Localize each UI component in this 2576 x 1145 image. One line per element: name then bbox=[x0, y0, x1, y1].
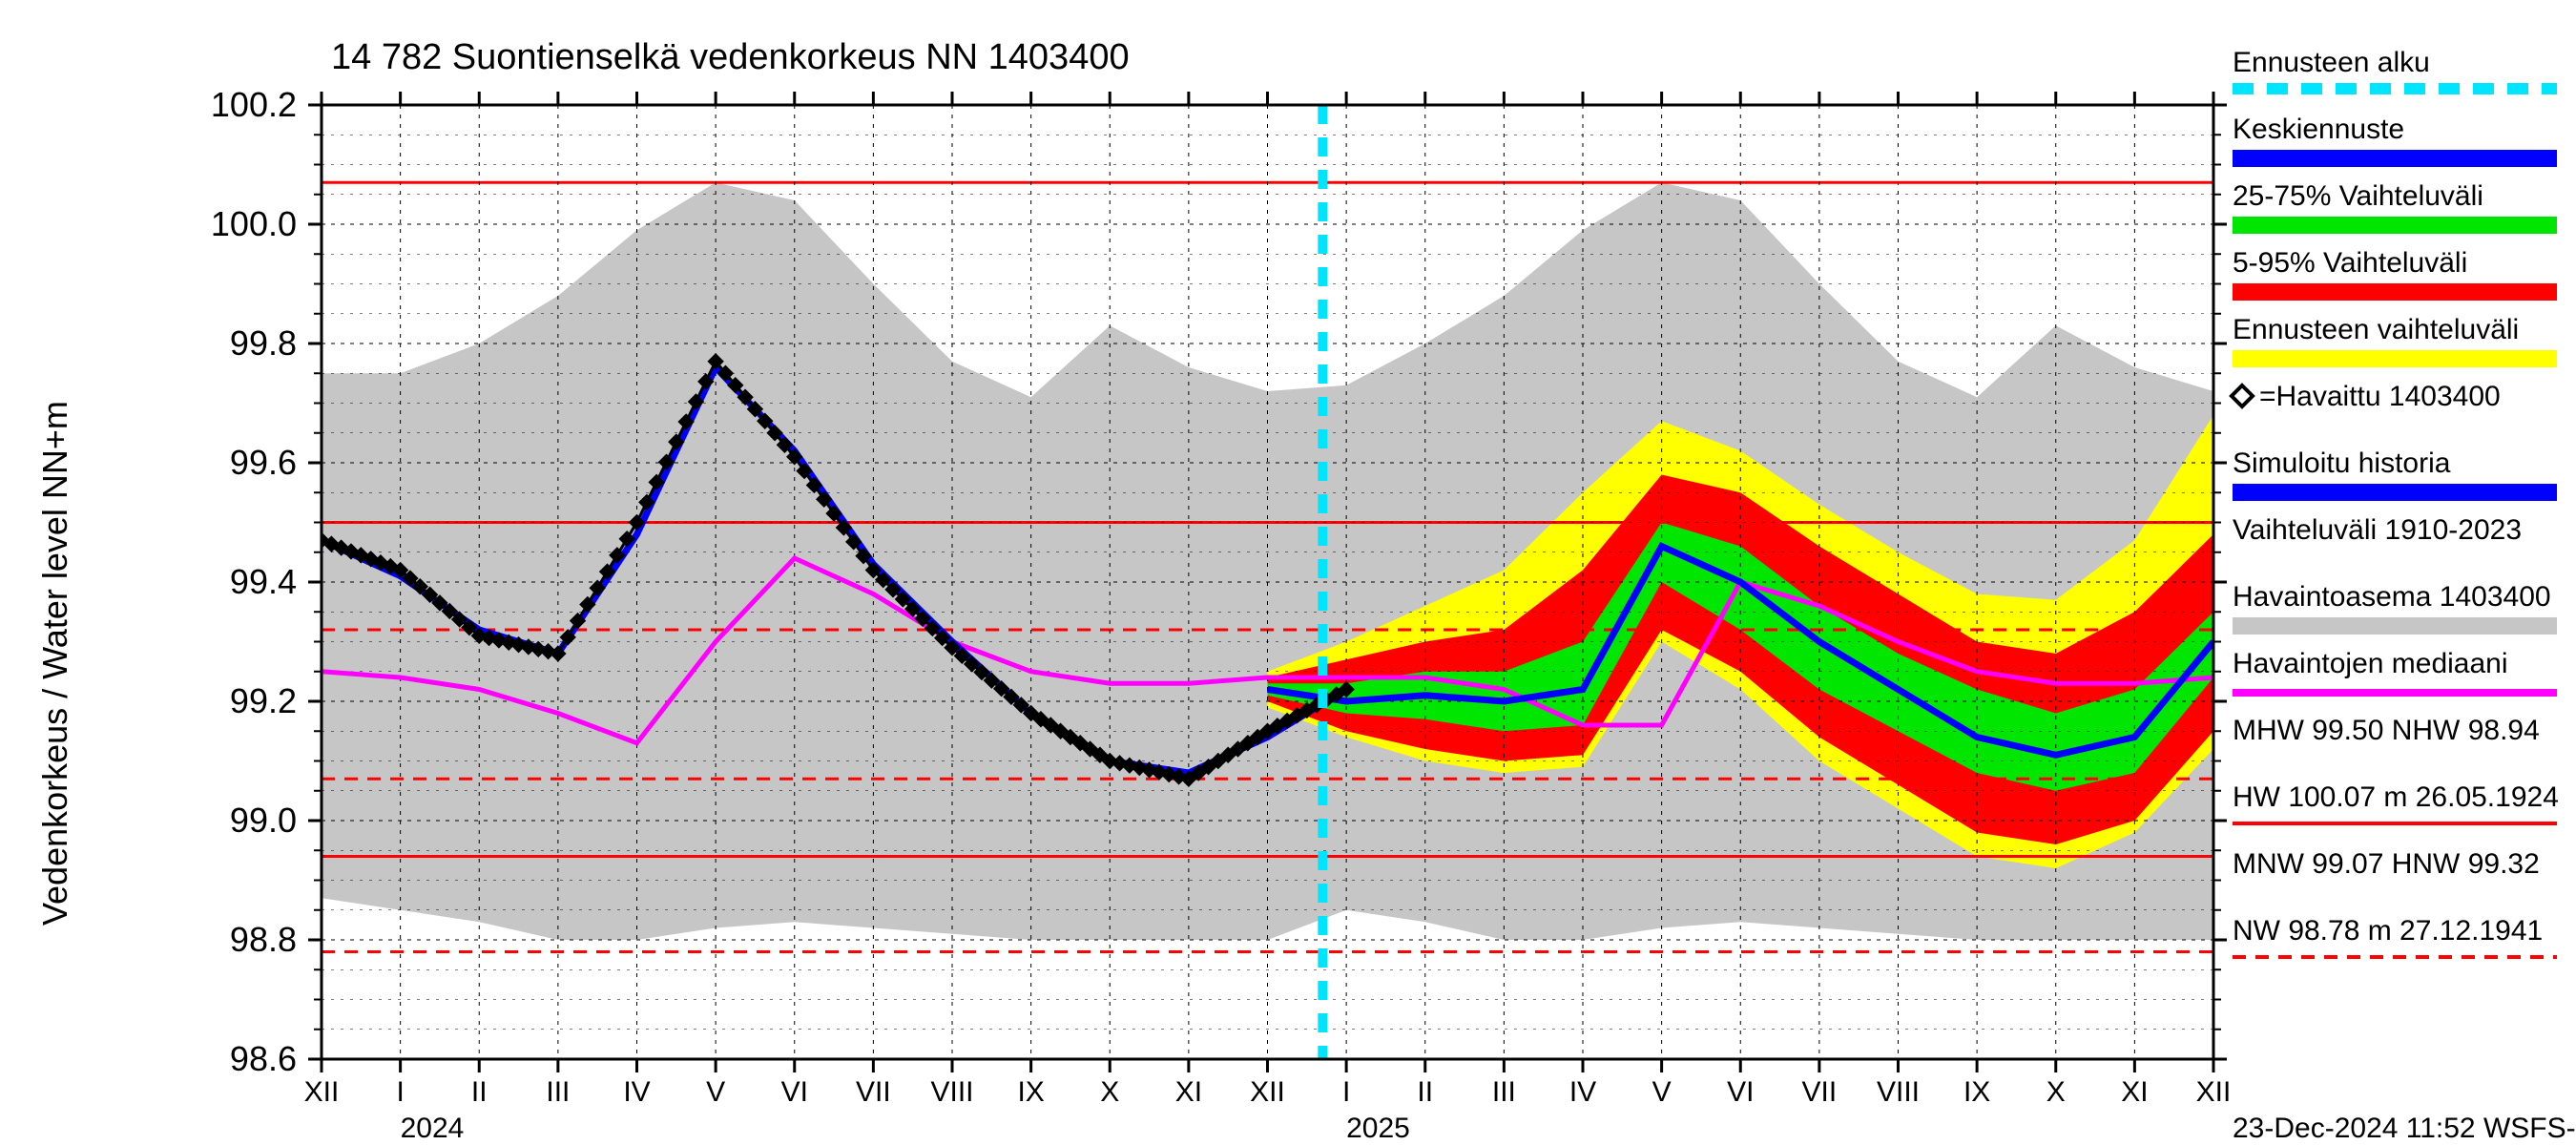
x-month-label: VI bbox=[781, 1076, 808, 1108]
legend-swatch-gray bbox=[2233, 617, 2557, 635]
y-axis-label: Vedenkorkeus / Water level NN+m bbox=[35, 401, 74, 926]
x-month-label: II bbox=[1417, 1076, 1433, 1108]
y-tick-label: 99.4 bbox=[230, 562, 297, 601]
x-month-label: IX bbox=[1017, 1076, 1044, 1108]
legend-label: Havaintojen mediaani bbox=[2233, 648, 2508, 679]
x-month-label: VIII bbox=[930, 1076, 973, 1108]
legend-label: Keskiennuste bbox=[2233, 114, 2404, 145]
x-month-label: V bbox=[706, 1076, 725, 1108]
x-month-label: XII bbox=[1250, 1076, 1285, 1108]
x-month-label: VI bbox=[1727, 1076, 1754, 1108]
legend-label: Simuloitu historia bbox=[2233, 448, 2451, 479]
legend-label: MHW 99.50 NHW 98.94 bbox=[2233, 715, 2540, 746]
legend-swatch-blue bbox=[2233, 150, 2557, 167]
legend-swatch-red bbox=[2233, 283, 2557, 301]
legend-label: Vaihteluväli 1910-2023 bbox=[2233, 514, 2522, 546]
legend-label: =Havaittu 1403400 bbox=[2259, 381, 2501, 412]
legend-swatch-green bbox=[2233, 217, 2557, 234]
x-month-label: XI bbox=[2121, 1076, 2148, 1108]
x-month-label: XII bbox=[304, 1076, 340, 1108]
legend-label: Havaintoasema 1403400 bbox=[2233, 581, 2551, 613]
chart-container: { "chart": { "title": "14 782 Suontiense… bbox=[0, 0, 2576, 1145]
legend-label: Ennusteen alku bbox=[2233, 47, 2430, 78]
x-month-label: I bbox=[1342, 1076, 1350, 1108]
chart-title: 14 782 Suontienselkä vedenkorkeus NN 140… bbox=[331, 37, 1130, 77]
x-month-label: II bbox=[471, 1076, 488, 1108]
x-month-label: VII bbox=[1802, 1076, 1838, 1108]
legend-label: HW 100.07 m 26.05.1924 bbox=[2233, 781, 2559, 813]
x-month-label: V bbox=[1652, 1076, 1672, 1108]
x-month-label: VII bbox=[856, 1076, 891, 1108]
chart-footer: 23-Dec-2024 11:52 WSFS-O bbox=[2233, 1113, 2576, 1144]
legend-label: 5-95% Vaihteluväli bbox=[2233, 247, 2467, 279]
x-month-label: III bbox=[546, 1076, 570, 1108]
y-tick-label: 99.6 bbox=[230, 443, 297, 482]
legend-swatch-yellow bbox=[2233, 350, 2557, 367]
legend-swatch-magenta bbox=[2233, 689, 2557, 697]
chart-svg: 98.698.899.099.299.499.699.8100.0100.2XI… bbox=[0, 0, 2576, 1145]
y-tick-label: 99.8 bbox=[230, 323, 297, 363]
y-tick-label: 98.8 bbox=[230, 920, 297, 959]
x-month-label: IV bbox=[623, 1076, 650, 1108]
x-month-label: VIII bbox=[1877, 1076, 1920, 1108]
y-tick-label: 99.0 bbox=[230, 801, 297, 840]
x-month-label: XII bbox=[2196, 1076, 2232, 1108]
legend-label: 25-75% Vaihteluväli bbox=[2233, 180, 2483, 212]
x-month-label: IV bbox=[1569, 1076, 1596, 1108]
x-month-label: I bbox=[396, 1076, 404, 1108]
x-month-label: XI bbox=[1175, 1076, 1202, 1108]
x-month-label: X bbox=[2046, 1076, 2066, 1108]
y-tick-label: 100.2 bbox=[211, 85, 297, 124]
x-month-label: III bbox=[1492, 1076, 1516, 1108]
x-month-label: X bbox=[1100, 1076, 1119, 1108]
y-tick-label: 100.0 bbox=[211, 204, 297, 243]
y-tick-label: 98.6 bbox=[230, 1039, 297, 1078]
legend-diamond-icon bbox=[2232, 385, 2253, 406]
legend-label: MNW 99.07 HNW 99.32 bbox=[2233, 848, 2540, 880]
legend-label: NW 98.78 m 27.12.1941 bbox=[2233, 915, 2543, 947]
x-month-label: IX bbox=[1963, 1076, 1990, 1108]
legend-swatch-blue bbox=[2233, 484, 2557, 501]
x-year-label: 2024 bbox=[401, 1113, 465, 1144]
legend-label: Ennusteen vaihteluväli bbox=[2233, 314, 2519, 345]
y-tick-label: 99.2 bbox=[230, 681, 297, 720]
x-year-label: 2025 bbox=[1346, 1113, 1410, 1144]
